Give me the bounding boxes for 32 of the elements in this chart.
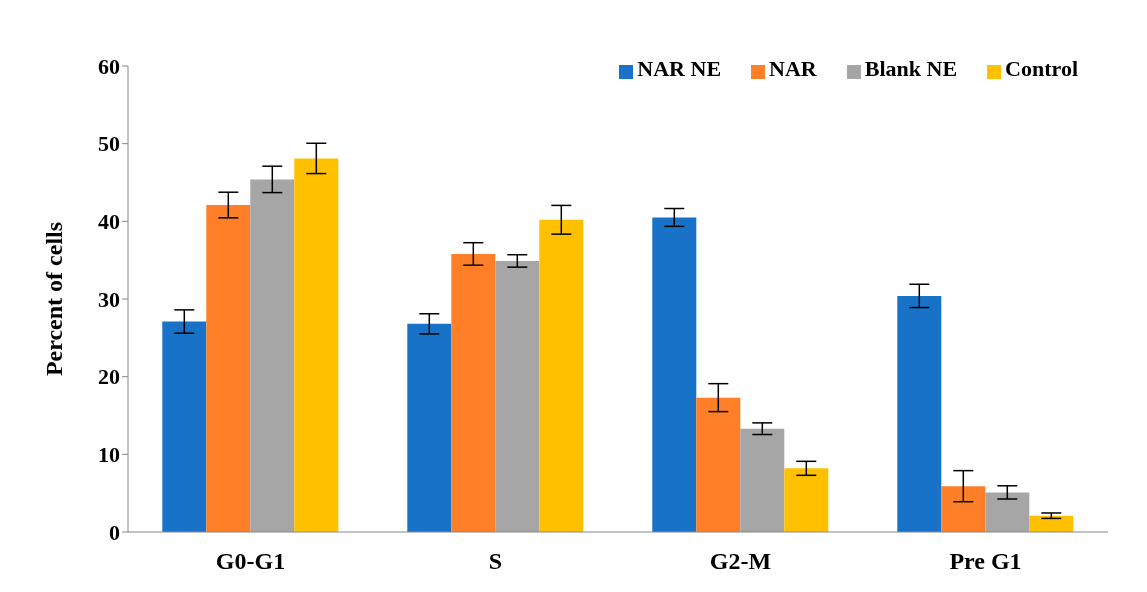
bar [784,468,829,532]
legend-label: Blank NE [864,56,958,81]
legend-label: Control [1005,56,1078,81]
x-tick-label: Pre G1 [949,548,1022,575]
bar [652,217,697,532]
bar [897,295,942,532]
bar [740,428,785,532]
x-tick-label: G0-G1 [215,548,286,575]
bar [941,486,986,532]
bar [407,323,452,532]
bar [294,158,339,532]
y-tick-label: 40 [98,209,120,235]
y-axis-title: Percent of cells [40,221,67,377]
bar [985,492,1030,532]
bar [250,179,295,532]
legend-label: NAR [769,56,817,81]
bar [451,253,496,532]
bar [162,321,207,532]
bar [1029,515,1074,532]
y-tick-label: 10 [98,442,120,468]
bar [495,260,540,532]
x-tick-label: G2-M [709,548,772,575]
y-tick-label: 30 [98,286,120,312]
bar [539,219,584,532]
x-tick-label: S [488,548,503,575]
y-tick-label: 0 [109,519,120,545]
y-tick-label: 60 [98,53,120,79]
y-tick-label: 20 [98,364,120,390]
legend-label: NAR NE [637,56,722,81]
bar [696,397,741,532]
bar [206,205,251,532]
y-tick-label: 50 [98,131,120,157]
